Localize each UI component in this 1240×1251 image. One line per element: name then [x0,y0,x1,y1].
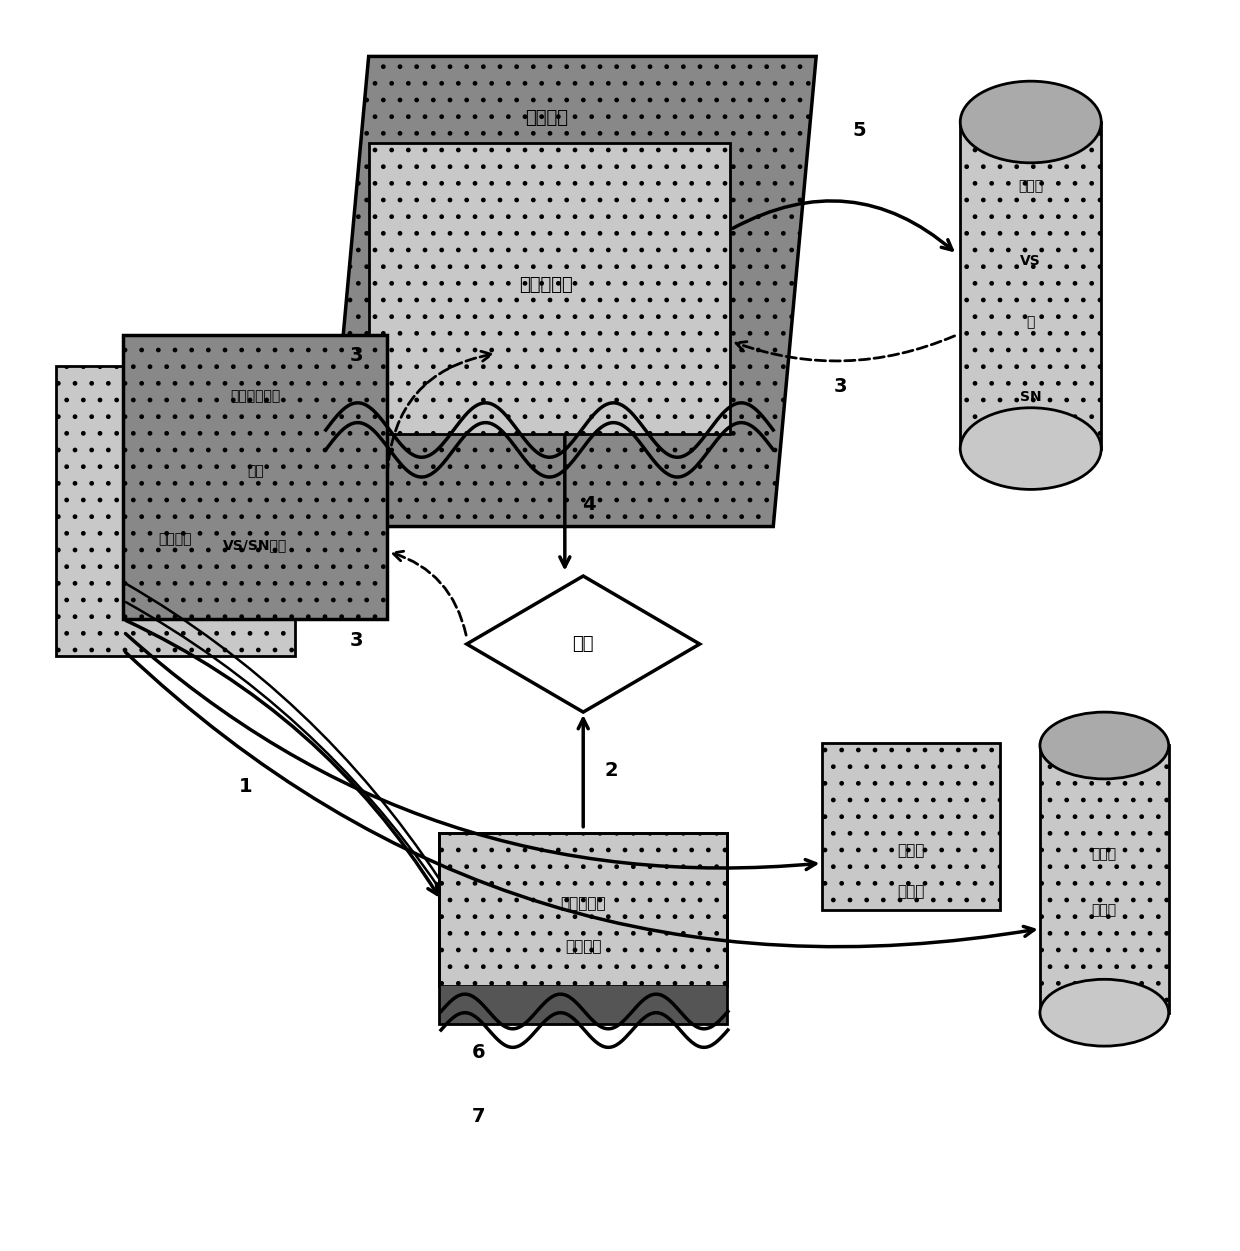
Text: 数据库: 数据库 [1091,903,1117,917]
Polygon shape [466,575,699,712]
FancyBboxPatch shape [822,743,1001,909]
Text: 3: 3 [350,347,363,365]
Text: 配件库: 配件库 [1091,847,1117,862]
Text: 版本内容属性: 版本内容属性 [231,389,280,404]
Text: 配件列表: 配件列表 [565,940,601,955]
Text: VS/SN配件: VS/SN配件 [223,538,288,552]
Text: SN: SN [1021,389,1042,404]
Text: VS: VS [1021,254,1042,268]
FancyBboxPatch shape [124,335,387,619]
Text: 服务器: 服务器 [898,884,925,899]
Text: 4: 4 [583,494,596,514]
Text: 同步工具: 同步工具 [159,532,192,545]
Polygon shape [439,986,728,1025]
FancyBboxPatch shape [960,123,1101,449]
Text: 3: 3 [350,631,363,649]
Text: 7: 7 [472,1107,486,1126]
Text: 6: 6 [472,1043,486,1062]
Ellipse shape [1040,980,1168,1046]
Text: 配件项目集: 配件项目集 [520,276,573,294]
Polygon shape [326,56,816,527]
Text: 1: 1 [239,777,253,796]
FancyBboxPatch shape [439,833,728,986]
Ellipse shape [960,81,1101,163]
Text: 2: 2 [605,761,619,779]
Text: 解析: 解析 [247,464,264,478]
Ellipse shape [1040,712,1168,779]
Text: 判定: 判定 [573,636,594,653]
Ellipse shape [960,408,1101,489]
Text: 3: 3 [835,378,847,397]
Text: 5: 5 [852,121,866,140]
Text: 工作流程: 工作流程 [525,109,568,128]
Text: 或: 或 [1027,315,1035,329]
FancyBboxPatch shape [56,365,295,657]
FancyBboxPatch shape [368,143,730,434]
Text: 需要入库的: 需要入库的 [560,897,606,911]
Text: 版本库: 版本库 [1018,179,1043,194]
FancyBboxPatch shape [1040,746,1168,1013]
Text: 配件库: 配件库 [898,843,925,858]
